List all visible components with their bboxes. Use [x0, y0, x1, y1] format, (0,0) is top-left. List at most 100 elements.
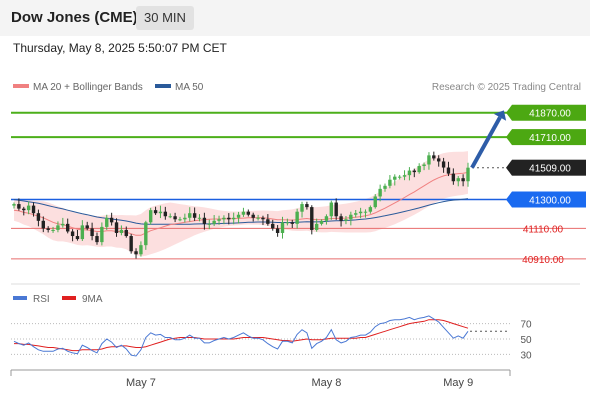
candle [256, 214, 260, 221]
candle [378, 184, 382, 202]
candle-body [163, 211, 168, 217]
candle-body [305, 204, 309, 208]
candle-body [456, 178, 460, 182]
ma50-line [13, 198, 469, 225]
candle [95, 232, 99, 245]
candle [305, 201, 309, 210]
candle-body [134, 251, 138, 255]
candle [192, 207, 197, 221]
candle [324, 214, 329, 225]
candle [212, 215, 216, 227]
candle [124, 226, 128, 238]
candle-body [51, 229, 55, 231]
level-label: 41870.00 [529, 109, 571, 120]
candle-body [383, 185, 387, 189]
candle [407, 167, 412, 181]
candle [85, 221, 89, 231]
candle [329, 200, 334, 220]
candle-body [319, 220, 324, 224]
candle-body [373, 196, 377, 208]
forecast-arrow-shaft [470, 116, 502, 169]
candle [344, 215, 348, 225]
candle [41, 216, 45, 233]
candle-body [261, 217, 265, 220]
candle [466, 162, 470, 187]
ma9-legend-label: 9MA [82, 294, 103, 305]
candle [358, 207, 363, 219]
candle-body [168, 216, 172, 218]
candle-body [80, 225, 85, 240]
watermark: Research © 2025 Trading Central [432, 82, 581, 93]
candle-body [85, 225, 89, 229]
candle-body [222, 217, 226, 220]
time-axis-label: May 8 [311, 377, 341, 389]
candle-body [197, 217, 202, 219]
candle [51, 226, 55, 233]
symbol-title: Dow Jones (CME) [11, 9, 138, 26]
candle-body [144, 222, 148, 246]
candle-body [290, 222, 294, 224]
ma20-legend-label: MA 20 + Bollinger Bands [33, 82, 143, 93]
candle [319, 219, 324, 226]
candle [129, 233, 133, 254]
rsi-tick-label: 30 [520, 350, 532, 361]
candle-body [354, 213, 358, 215]
candle [339, 213, 343, 227]
candle [422, 162, 426, 171]
candle [397, 174, 402, 180]
level-tag [512, 159, 586, 176]
candle [241, 207, 246, 217]
candle-body [246, 211, 251, 215]
rsi-ma9-line [14, 319, 469, 352]
interval-selector[interactable]: 30 MIN [136, 6, 194, 30]
candle-body [349, 214, 353, 220]
candle-body [427, 155, 431, 165]
candle [412, 168, 417, 178]
price-panel: 41870.00 41710.00 41509.00 41300.00 41110.00… [11, 104, 586, 285]
candle-body [65, 223, 70, 232]
candle [295, 208, 299, 229]
candle [100, 222, 104, 246]
candle-body [61, 223, 65, 226]
candle [437, 155, 441, 167]
ma50-legend-label: MA 50 [175, 82, 204, 93]
candle-body [388, 179, 392, 186]
candle [188, 207, 192, 222]
candle [314, 218, 319, 232]
ma20-line [13, 171, 469, 236]
candle [202, 212, 207, 230]
candle-body [207, 223, 211, 225]
candle-body [17, 204, 21, 209]
candle [65, 218, 70, 234]
candle [271, 219, 275, 231]
candle-body [41, 220, 45, 229]
ma9-legend-swatch [62, 296, 76, 300]
candle-body [192, 213, 197, 218]
candle-body [153, 210, 158, 214]
candle-body [363, 211, 368, 213]
candle-body [183, 217, 187, 220]
level-label: 40910.00 [522, 255, 564, 266]
candle-body [212, 220, 216, 224]
level-tag-pointer [506, 104, 512, 121]
time-axis-label: May 7 [126, 377, 156, 389]
candle [236, 211, 241, 224]
candle-body [266, 219, 270, 224]
candle [451, 168, 456, 185]
candle-body [329, 202, 334, 217]
candle-body [129, 236, 133, 252]
candle-body [446, 167, 451, 174]
candle [427, 152, 431, 170]
candle [393, 174, 397, 186]
candle [17, 198, 21, 211]
candle-body [271, 223, 275, 229]
timestamp: Thursday, May 8, 2025 5:50:07 PM CET [13, 41, 227, 55]
candle [12, 202, 16, 209]
time-axis: May 7 May 8 May 9 [10, 369, 511, 389]
candle [388, 175, 392, 189]
candle-body [56, 225, 60, 230]
candle [80, 220, 85, 242]
candle-body [105, 217, 109, 227]
